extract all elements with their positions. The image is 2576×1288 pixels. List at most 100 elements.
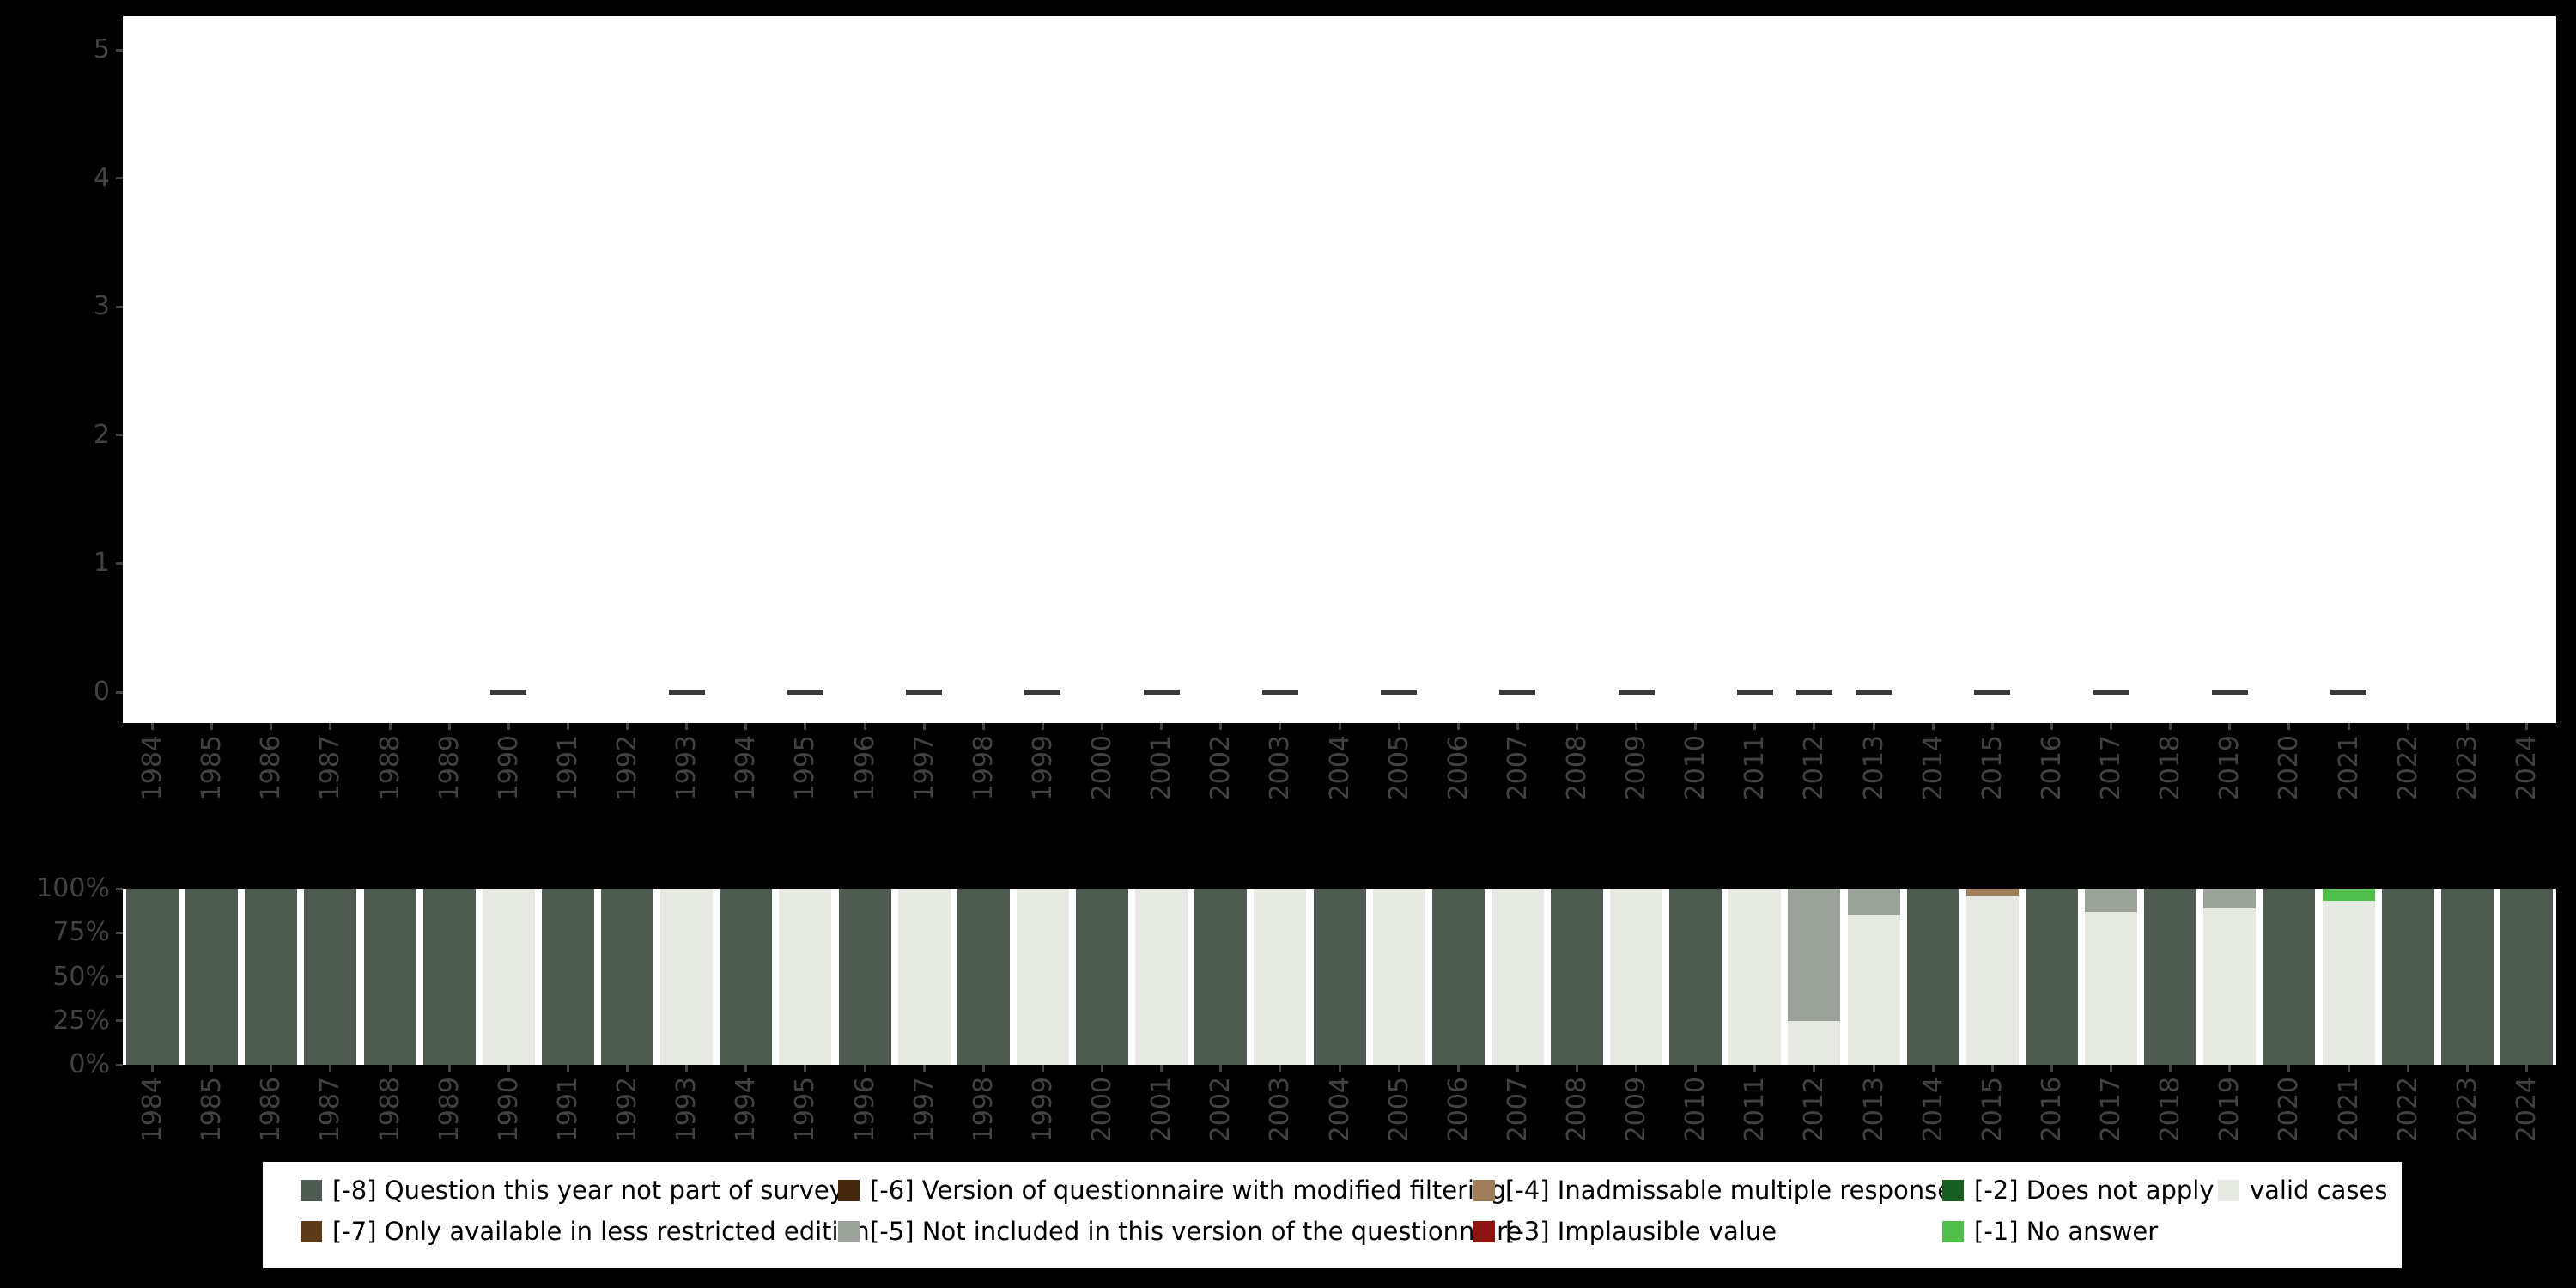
x-axis-year-text: 1984 — [137, 735, 168, 801]
bar-segment--5 — [2085, 889, 2138, 912]
x-axis-tick — [2228, 1065, 2232, 1072]
x-axis-year-text: 1992 — [612, 735, 643, 801]
x-axis-tick — [210, 1065, 214, 1072]
x-axis-year-text: 2004 — [1324, 1077, 1355, 1143]
x-axis-year-text: 2010 — [1680, 1077, 1711, 1143]
y-axis-label: 0 — [93, 677, 110, 707]
percent-axis-tick — [116, 1019, 123, 1023]
x-axis-tick — [744, 1065, 748, 1072]
x-axis-tick — [1279, 1065, 1282, 1072]
stacked-bar — [126, 889, 179, 1065]
x-axis-tick — [1160, 723, 1163, 730]
x-axis-year-label: 1989 — [419, 735, 479, 838]
stacked-bar — [1728, 889, 1782, 1065]
stacked-bar — [363, 889, 416, 1065]
x-axis-tick — [2524, 723, 2528, 730]
legend-label: valid cases — [2250, 1176, 2388, 1205]
legend: [-8] Question this year not part of surv… — [263, 1162, 2402, 1268]
x-axis-year-text: 2008 — [1561, 735, 1592, 801]
x-axis-year-text: 1986 — [256, 735, 287, 801]
bar-segment--8 — [1669, 889, 1722, 1065]
stacked-bar — [2440, 889, 2494, 1065]
x-axis-year-text: 2017 — [2096, 735, 2127, 801]
x-axis-tick — [329, 723, 332, 730]
y-axis-label: 5 — [93, 34, 110, 64]
stacked-bar — [482, 889, 535, 1065]
x-axis-year-text: 2012 — [1799, 1077, 1830, 1143]
x-axis-tick — [2465, 1065, 2469, 1072]
x-axis-year-text: 2022 — [2392, 1077, 2423, 1143]
x-axis-year-text: 2020 — [2274, 735, 2305, 801]
legend-swatch--2 — [1942, 1179, 1964, 1201]
x-axis-tick — [626, 723, 629, 730]
bar-segment--1 — [2322, 889, 2375, 902]
x-axis-tick — [566, 1065, 569, 1072]
x-axis-tick — [1160, 1065, 1163, 1072]
x-axis-year-label: 1998 — [953, 735, 1013, 838]
x-axis-tick — [1397, 1065, 1400, 1072]
percent-axis-tick — [116, 975, 123, 978]
x-axis-year-text: 1999 — [1027, 1077, 1058, 1143]
legend-label: [-6] Version of questionnaire with modif… — [870, 1176, 1506, 1205]
bar-segment--8 — [245, 889, 298, 1065]
x-axis-year-text: 2009 — [1621, 1077, 1652, 1143]
x-axis-year-text: 2002 — [1206, 1077, 1236, 1143]
x-axis-year-text: 2000 — [1087, 1077, 1117, 1143]
data-point-dash — [1856, 690, 1893, 695]
bar-segment--8 — [422, 889, 476, 1065]
x-axis-year-text: 1996 — [849, 1077, 880, 1143]
x-axis-year-text: 2005 — [1383, 735, 1414, 801]
data-point-dash — [1024, 690, 1061, 695]
x-axis-year-label: 1986 — [241, 735, 301, 838]
y-axis-label: 4 — [93, 162, 110, 193]
x-axis-year-text: 1997 — [908, 1077, 939, 1143]
stacked-bar — [1610, 889, 1663, 1065]
x-axis-tick — [1575, 1065, 1578, 1072]
x-axis-year-text: 1988 — [374, 735, 405, 801]
x-axis-year-text: 2000 — [1087, 735, 1117, 801]
x-axis-tick — [151, 723, 155, 730]
y-axis-tick — [116, 562, 123, 565]
x-axis-year-text: 2009 — [1621, 735, 1652, 801]
x-axis-tick — [2406, 1065, 2409, 1072]
x-axis-tick — [744, 723, 748, 730]
x-axis-tick — [922, 1065, 926, 1072]
x-axis-tick — [447, 1065, 451, 1072]
y-axis-tick — [116, 434, 123, 437]
x-axis-tick — [1219, 1065, 1223, 1072]
x-axis-tick — [2169, 723, 2172, 730]
legend-item: [-8] Question this year not part of surv… — [301, 1176, 844, 1205]
x-axis-year-label: 1988 — [360, 735, 420, 838]
x-axis-year-label: 1992 — [598, 735, 658, 838]
x-axis-year-text: 2006 — [1443, 1077, 1473, 1143]
x-axis-tick — [981, 723, 985, 730]
x-axis-year-text: 2024 — [2511, 1077, 2542, 1143]
bar-segment-valid — [779, 889, 832, 1065]
x-axis-year-text: 2004 — [1324, 735, 1355, 801]
x-axis-tick — [1635, 723, 1638, 730]
stacked-bar — [2381, 889, 2434, 1065]
stacked-bar — [1965, 889, 2019, 1065]
bar-segment--8 — [541, 889, 594, 1065]
x-axis-tick — [2524, 1065, 2528, 1072]
x-axis-year-label: 1995 — [775, 735, 835, 838]
x-axis-year-text: 1985 — [197, 1077, 228, 1143]
x-axis-year-label: 2012 — [1784, 735, 1844, 838]
x-axis-year-text: 1991 — [552, 1077, 583, 1143]
stacked-bar — [1016, 889, 1069, 1065]
x-axis-tick — [1872, 1065, 1875, 1072]
x-axis-tick — [981, 1065, 985, 1072]
x-axis-tick — [151, 1065, 155, 1072]
x-axis-year-text: 2019 — [2215, 1077, 2245, 1143]
stacked-bar — [2203, 889, 2257, 1065]
x-axis-tick — [1101, 1065, 1103, 1072]
x-axis-year-text: 1995 — [790, 735, 821, 801]
percent-axis-tick — [116, 931, 123, 934]
x-axis-tick — [1931, 1065, 1935, 1072]
bar-segment--8 — [2144, 889, 2197, 1065]
x-axis-year-label: 2024 — [2496, 1077, 2556, 1180]
x-axis-tick — [2110, 723, 2113, 730]
bar-segment--8 — [601, 889, 654, 1065]
data-point-dash — [787, 690, 823, 695]
x-axis-year-text: 2023 — [2451, 1077, 2482, 1143]
